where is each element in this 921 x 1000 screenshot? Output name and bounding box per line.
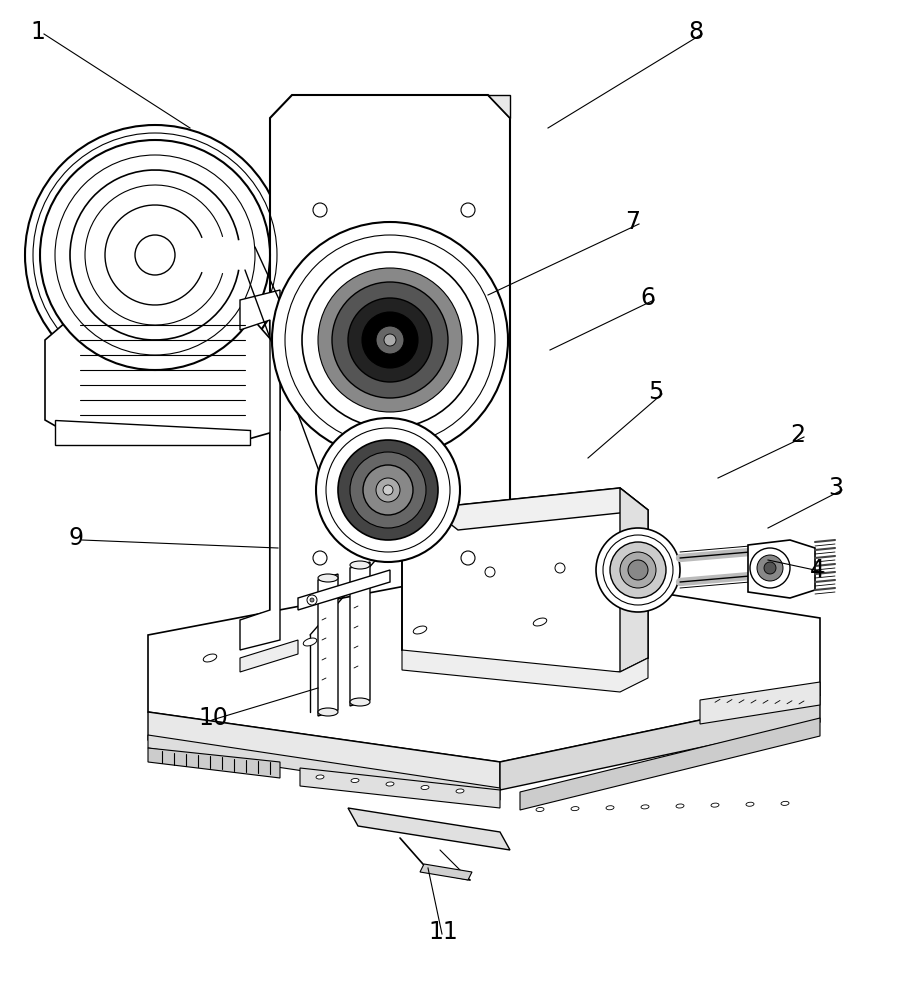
Ellipse shape xyxy=(316,775,324,779)
Circle shape xyxy=(40,140,270,370)
Circle shape xyxy=(384,334,396,346)
Circle shape xyxy=(332,282,448,398)
Ellipse shape xyxy=(676,804,684,808)
Circle shape xyxy=(313,551,327,565)
Ellipse shape xyxy=(746,802,754,806)
Polygon shape xyxy=(240,640,298,672)
Circle shape xyxy=(285,235,495,445)
Ellipse shape xyxy=(303,638,317,646)
Ellipse shape xyxy=(571,807,579,811)
Ellipse shape xyxy=(351,778,359,783)
Circle shape xyxy=(757,555,783,581)
Circle shape xyxy=(750,548,790,588)
Circle shape xyxy=(376,326,404,354)
Polygon shape xyxy=(430,488,648,530)
Ellipse shape xyxy=(781,801,789,805)
Polygon shape xyxy=(420,864,472,880)
Circle shape xyxy=(485,567,495,577)
Circle shape xyxy=(318,268,462,412)
Ellipse shape xyxy=(711,803,719,807)
Circle shape xyxy=(55,155,255,355)
Circle shape xyxy=(764,562,776,574)
Circle shape xyxy=(350,452,426,528)
Text: 5: 5 xyxy=(648,380,663,404)
Polygon shape xyxy=(748,540,815,598)
Circle shape xyxy=(326,428,450,552)
Circle shape xyxy=(376,478,400,502)
Circle shape xyxy=(461,551,475,565)
Polygon shape xyxy=(55,420,250,445)
Circle shape xyxy=(338,440,438,540)
Text: 6: 6 xyxy=(640,286,655,310)
Text: 3: 3 xyxy=(828,476,843,500)
Ellipse shape xyxy=(318,708,338,716)
Circle shape xyxy=(302,252,478,428)
Polygon shape xyxy=(348,808,510,850)
Circle shape xyxy=(348,298,432,382)
Text: 8: 8 xyxy=(688,20,703,44)
Circle shape xyxy=(555,563,565,573)
Polygon shape xyxy=(620,488,648,672)
Polygon shape xyxy=(45,310,280,440)
Polygon shape xyxy=(402,650,648,692)
Text: 1: 1 xyxy=(30,20,45,44)
Circle shape xyxy=(603,535,673,605)
Ellipse shape xyxy=(533,618,547,626)
Circle shape xyxy=(383,485,393,495)
Circle shape xyxy=(25,125,285,385)
Polygon shape xyxy=(700,682,820,724)
Circle shape xyxy=(316,418,460,562)
Polygon shape xyxy=(270,95,510,648)
Polygon shape xyxy=(148,748,280,778)
Circle shape xyxy=(135,235,175,275)
Ellipse shape xyxy=(536,807,544,812)
Circle shape xyxy=(272,222,508,458)
Circle shape xyxy=(363,465,413,515)
Text: 11: 11 xyxy=(428,920,458,944)
Polygon shape xyxy=(488,95,510,118)
Text: 2: 2 xyxy=(790,423,805,447)
Polygon shape xyxy=(148,568,820,762)
Circle shape xyxy=(362,312,418,368)
Circle shape xyxy=(605,560,615,570)
Circle shape xyxy=(596,528,680,612)
Polygon shape xyxy=(402,488,648,672)
Polygon shape xyxy=(500,695,820,790)
Polygon shape xyxy=(520,718,820,810)
Circle shape xyxy=(610,542,666,598)
Text: 4: 4 xyxy=(810,558,825,582)
Ellipse shape xyxy=(606,806,614,810)
Ellipse shape xyxy=(350,561,370,569)
Circle shape xyxy=(45,145,265,365)
Text: 7: 7 xyxy=(625,210,640,234)
Circle shape xyxy=(620,552,656,588)
Polygon shape xyxy=(300,768,500,808)
Ellipse shape xyxy=(204,654,216,662)
Ellipse shape xyxy=(350,698,370,706)
Ellipse shape xyxy=(641,805,649,809)
Polygon shape xyxy=(148,712,500,790)
Text: 10: 10 xyxy=(198,706,227,730)
Polygon shape xyxy=(350,562,370,706)
Ellipse shape xyxy=(414,626,426,634)
Circle shape xyxy=(628,560,648,580)
Circle shape xyxy=(307,595,317,605)
Circle shape xyxy=(461,203,475,217)
Ellipse shape xyxy=(318,574,338,582)
Text: 9: 9 xyxy=(68,526,83,550)
Polygon shape xyxy=(240,290,280,650)
Polygon shape xyxy=(318,574,338,716)
Ellipse shape xyxy=(456,789,464,793)
Ellipse shape xyxy=(386,782,394,786)
Ellipse shape xyxy=(421,785,429,790)
Polygon shape xyxy=(298,570,390,610)
Polygon shape xyxy=(148,735,500,800)
Circle shape xyxy=(313,203,327,217)
Circle shape xyxy=(310,598,314,602)
